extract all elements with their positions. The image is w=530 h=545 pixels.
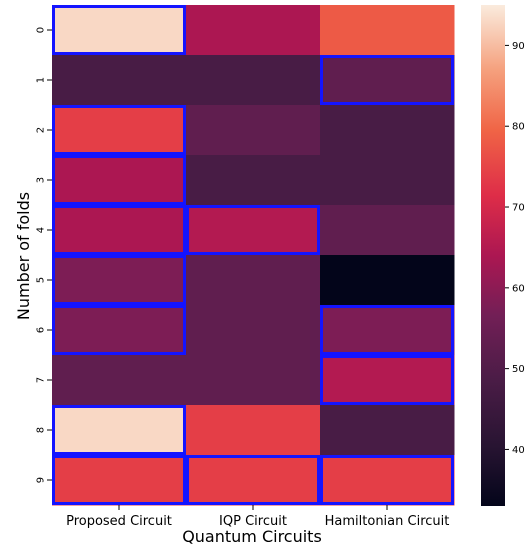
y-tick-label: 0 [36,27,47,33]
heatmap-cell [320,355,455,406]
colorbar-tick-label: 50 [512,364,525,375]
x-tick-label: Proposed Circuit [66,514,172,529]
x-axis-ticks: Proposed Circuit IQP Circuit Hamiltonian C… [66,505,449,529]
colorbar-tick-label: 60 [512,283,525,294]
heatmap-cell [186,205,321,256]
heatmap-cell [320,5,455,56]
y-axis-label: Number of folds [14,192,33,320]
colorbar-tick-label: 90 [512,41,525,52]
heatmap-cell [52,105,187,156]
colorbar-tick-label: 40 [512,445,525,456]
y-tick-label: 7 [36,377,47,383]
heatmap-cell [52,355,187,406]
y-tick-label: 1 [36,77,47,83]
x-axis-label: Quantum Circuits [182,527,322,545]
colorbar: 40 50 60 70 80 90 [481,5,525,506]
x-tick-label: Hamiltonian Circuit [325,514,450,529]
y-tick-label: 9 [36,477,47,483]
heatmap-cell [186,255,321,306]
heatmap-cell [320,155,455,206]
y-tick-label: 2 [36,127,47,133]
heatmap-cell [52,5,187,56]
colorbar-gradient [481,5,505,506]
heatmap-cell [186,105,321,156]
heatmap-cell [320,55,455,106]
heatmap-cell [52,455,187,506]
heatmap-cell [186,355,321,406]
heatmap-cell [320,455,455,506]
heatmap-cell [186,305,321,356]
heatmap-cell [320,305,455,356]
heatmap-cell [186,455,321,506]
heatmap-cell [52,255,187,306]
colorbar-tick-label: 80 [512,122,525,133]
heatmap-cell [52,155,187,206]
heatmap-cell [320,205,455,256]
heatmap-cell [186,155,321,206]
y-tick-label: 4 [36,227,47,233]
colorbar-tick-label: 70 [512,203,525,214]
y-tick-label: 3 [36,177,47,183]
y-axis-ticks: 0 1 2 3 4 5 6 7 8 9 [36,27,53,483]
heatmap-cell [320,105,455,156]
heatmap-cell [186,405,321,456]
y-tick-label: 8 [36,427,47,433]
y-tick-label: 6 [36,327,47,333]
heatmap-cell [52,205,187,256]
heatmap-cell [52,305,187,356]
heatmap-cell [186,55,321,106]
heatmap-cell [320,405,455,456]
heatmap-cell [52,405,187,456]
y-tick-label: 5 [36,277,47,283]
heatmap-cell [186,5,321,56]
heatmap-cell [52,55,187,106]
heatmap-cell [320,255,455,306]
